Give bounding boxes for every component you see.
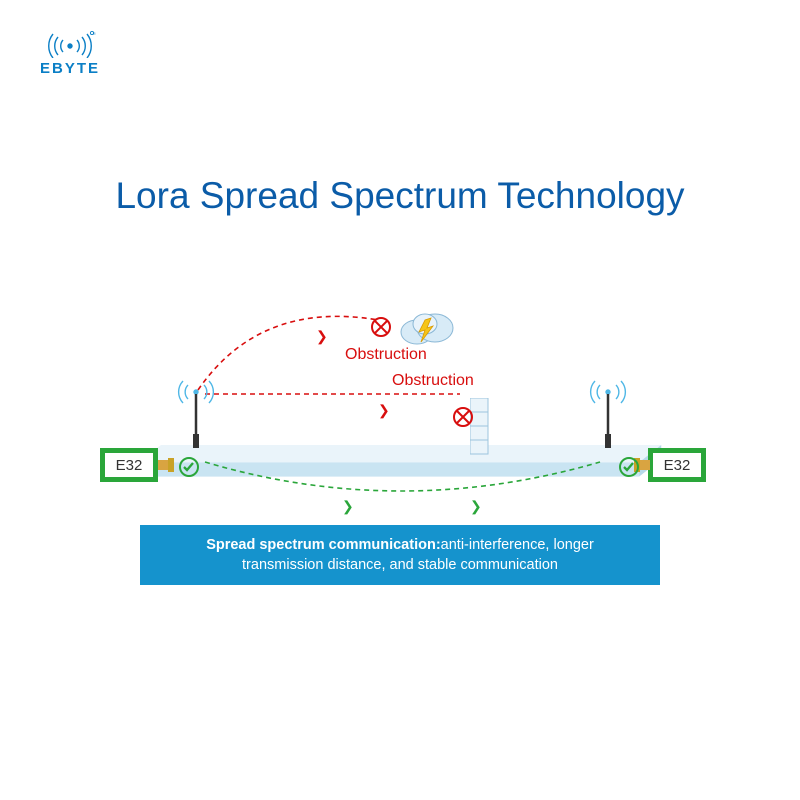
check-icon [178,456,200,478]
storm-cloud-icon [395,306,461,350]
module-right-label: E32 [664,457,691,474]
chevron-icon: ❯ [470,498,482,515]
blocked-icon [452,406,474,428]
caption-box: Spread spectrum communication:anti-inter… [140,525,660,585]
right-antenna [586,378,634,454]
obstruction-label: Obstruction [345,346,427,364]
check-icon [618,456,640,478]
brand-logo: R EBYTE [40,30,100,77]
module-right: E32 [648,448,706,482]
left-antenna [174,378,222,454]
chevron-icon: ❯ [342,498,354,515]
chevron-icon: ❯ [378,402,390,419]
page-title: Lora Spread Spectrum Technology [0,175,800,217]
svg-text:R: R [93,31,96,36]
brand-name: EBYTE [40,60,100,77]
obstruction-label: Obstruction [392,372,474,390]
blocked-icon [370,316,392,338]
caption-strong: Spread spectrum communication: [206,537,440,553]
antenna-logo-icon: R [41,30,99,58]
module-left: E32 [100,448,158,482]
chevron-icon: ❯ [316,328,328,345]
module-left-label: E32 [116,457,143,474]
